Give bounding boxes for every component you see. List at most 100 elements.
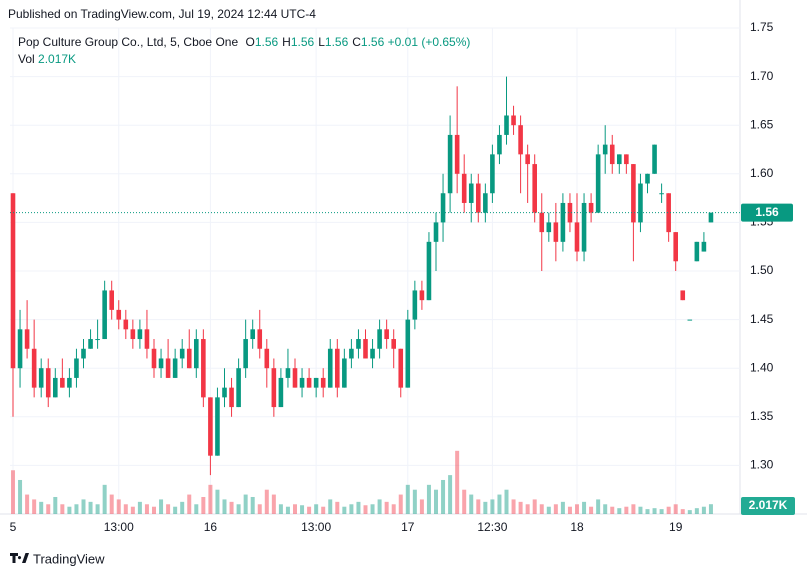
candle-body [31, 348, 37, 388]
candle-body [581, 202, 587, 252]
volume-bar [426, 484, 431, 514]
y-tick-label: 1.35 [750, 409, 774, 423]
candle-body [539, 212, 545, 233]
candle-body [419, 290, 425, 301]
candle-body [518, 125, 523, 155]
candle-body [370, 348, 375, 359]
candle-body [264, 348, 270, 369]
volume-bar [335, 501, 340, 514]
y-tick-label: 1.60 [750, 166, 774, 180]
volume-bar [32, 499, 37, 514]
candle-body [595, 154, 601, 213]
legend-key: H [282, 35, 291, 49]
candle-body [116, 309, 122, 320]
candle-body [257, 329, 263, 349]
legend-value: 1.56 [324, 35, 349, 49]
candle-body [687, 319, 693, 321]
candle-body [433, 222, 439, 242]
volume-bar [159, 499, 164, 514]
volume-bar [356, 501, 361, 514]
candle-body [81, 348, 86, 359]
candle-body [377, 329, 382, 349]
volume-bar [518, 501, 523, 514]
volume-bar [680, 509, 685, 514]
candle-body [10, 193, 16, 369]
y-tick-label: 1.45 [750, 312, 774, 326]
volume-bar [596, 499, 601, 514]
candle-body [708, 212, 714, 223]
candle-body [638, 183, 643, 223]
candle-body [405, 319, 411, 388]
candle-body [53, 377, 58, 398]
volume-badge [741, 497, 795, 515]
volume-bar [476, 499, 481, 514]
candle-body [271, 368, 277, 408]
volume-bar [419, 499, 424, 514]
volume-bar [349, 504, 354, 514]
brand-logo [10, 553, 29, 563]
candle-body [24, 329, 30, 349]
volume-bar [307, 506, 312, 514]
candle-body [130, 329, 136, 340]
y-tick-label: 1.70 [750, 69, 774, 83]
candle-body [222, 387, 227, 398]
legend-key: L [318, 35, 325, 49]
candle-body [236, 368, 241, 408]
candle-body [560, 202, 566, 242]
volume-bar [342, 506, 347, 514]
candle-body [179, 348, 185, 359]
volume-bar [504, 489, 509, 514]
candle-body [602, 144, 608, 155]
candle-body [511, 115, 516, 126]
candle-body [45, 368, 51, 398]
volume-bar [250, 496, 255, 514]
volume-bar [278, 504, 283, 514]
volume-bar [180, 501, 185, 514]
volume-bar [525, 504, 530, 514]
candle-body [88, 339, 93, 349]
volume-bar [102, 484, 107, 514]
volume-bar [123, 504, 128, 514]
candle-body [588, 202, 594, 213]
volume-bar [497, 494, 502, 514]
candle-body [553, 222, 559, 242]
candle-body [412, 290, 418, 320]
candle-body [476, 183, 481, 213]
volume-bar [243, 494, 248, 514]
candle-body [490, 154, 495, 194]
brand-name: TradingView [33, 551, 105, 566]
volume-bar [532, 499, 537, 514]
legend-key: C [352, 35, 361, 49]
x-tick-label: 13:00 [104, 520, 134, 534]
volume-bar [589, 506, 594, 514]
volume-legend: Vol 2.017K [18, 52, 76, 66]
y-tick-label: 1.50 [750, 263, 774, 277]
candle-body [447, 134, 453, 194]
volume-bar [553, 504, 558, 514]
volume-bar [328, 499, 333, 514]
x-tick-label: 18 [570, 520, 584, 534]
volume-bar [194, 504, 199, 514]
candle-body [144, 329, 150, 349]
volume-bar [300, 505, 305, 514]
volume-bar [74, 504, 79, 514]
candle-body [60, 377, 65, 388]
candle-body [299, 377, 305, 388]
y-tick-label: 1.30 [750, 458, 774, 472]
candle-body [525, 154, 530, 165]
volume-badge-label: 2.017K [749, 498, 788, 512]
volume-bar [708, 504, 713, 514]
volume-bar [201, 496, 206, 514]
volume-bar [546, 506, 551, 514]
last-price-label: 1.56 [755, 205, 779, 219]
candle-body [483, 193, 488, 213]
candle-body [609, 144, 615, 165]
volume-bar [166, 504, 171, 514]
volume-bar [67, 506, 72, 514]
volume-bar [624, 506, 629, 514]
volume-bar [511, 499, 516, 514]
candle-body [461, 173, 467, 203]
volume-bar [582, 501, 587, 514]
volume-bar [659, 509, 664, 514]
